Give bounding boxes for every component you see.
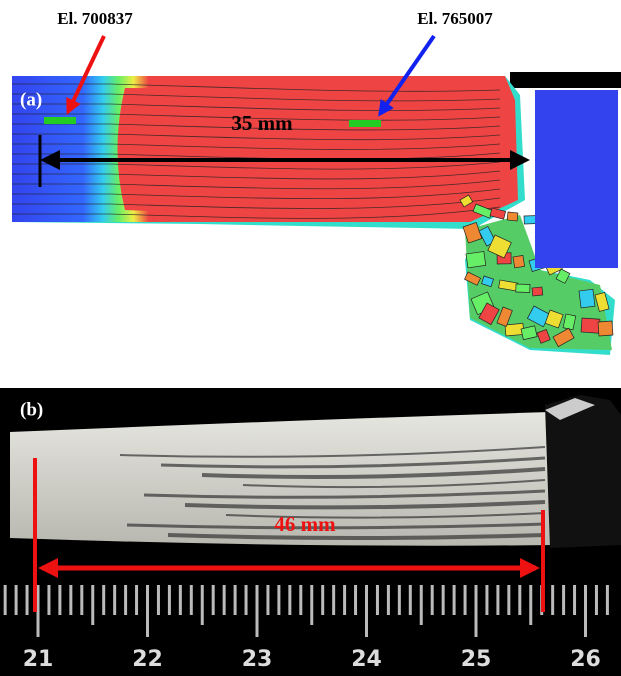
element-label: El. 765007 xyxy=(417,9,493,28)
element-marker xyxy=(349,120,381,127)
ruler-label: 22 xyxy=(132,647,163,672)
fragment xyxy=(507,212,518,221)
ruler-label: 23 xyxy=(242,647,273,672)
panel-a: El. 700837 El. 765007 (a) 35 mm xyxy=(12,9,621,355)
page: El. 700837 El. 765007 (a) 35 mm (b) 46 m… xyxy=(0,0,621,676)
figure: El. 700837 El. 765007 (a) 35 mm (b) 46 m… xyxy=(0,0,621,676)
ruler-label: 24 xyxy=(351,647,382,672)
fragment xyxy=(513,255,525,267)
ruler-label: 26 xyxy=(570,647,601,672)
grip-top xyxy=(510,72,621,88)
hot-zone xyxy=(118,88,506,214)
fragment xyxy=(466,251,486,267)
fragment xyxy=(516,284,530,292)
fragment xyxy=(598,321,613,336)
element-label: El. 700837 xyxy=(57,9,133,28)
grip xyxy=(545,395,621,548)
ruler-label: 21 xyxy=(23,647,54,672)
dimension-label: 46 mm xyxy=(274,512,336,536)
fragment xyxy=(532,287,543,296)
panel-label: (b) xyxy=(20,399,43,420)
ruler-label: 25 xyxy=(461,647,492,672)
fragment xyxy=(581,318,600,333)
grip-block xyxy=(535,90,618,268)
fragment xyxy=(579,289,595,308)
element-marker xyxy=(44,117,76,124)
panel-b: (b) 46 mm 21 22 23 24 25 26 xyxy=(0,388,621,676)
dimension-label: 35 mm xyxy=(231,111,293,135)
panel-label: (a) xyxy=(20,89,42,110)
